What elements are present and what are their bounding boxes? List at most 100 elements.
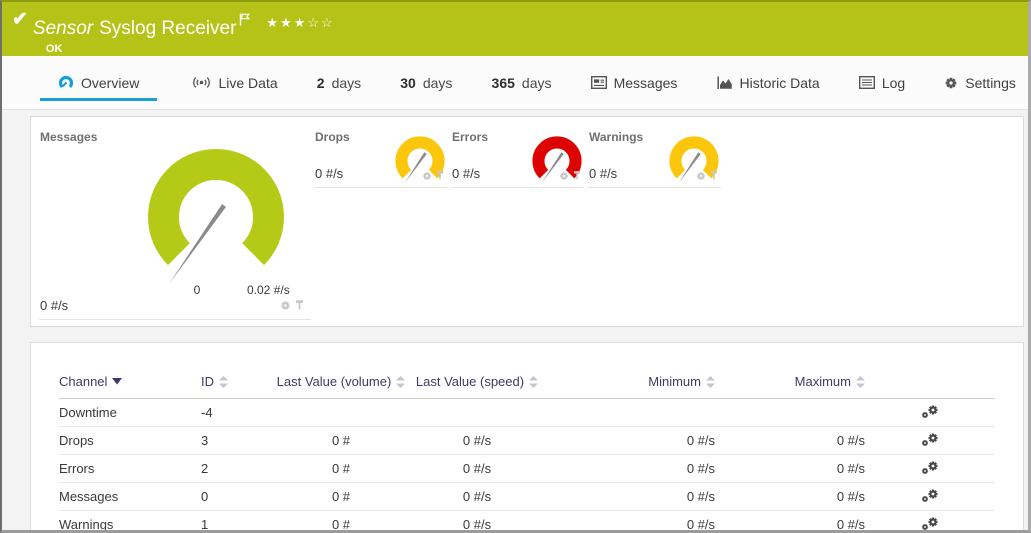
channel-name: Messages xyxy=(59,489,119,504)
table-row-drops[interactable]: Drops 3 0 # 0 #/s 0 #/s 0 #/s xyxy=(59,427,995,455)
channel-settings-gears-icon[interactable] xyxy=(921,403,939,422)
gauge-scale-max: 0.02 #/s xyxy=(247,283,290,297)
channel-settings-gears-icon[interactable] xyxy=(921,431,939,450)
tab-historic-data[interactable]: Historic Data xyxy=(713,56,824,109)
last-value-speed: 0 #/s xyxy=(462,433,492,448)
tab-messages[interactable]: Messages xyxy=(587,56,682,109)
column-header-last-value-volume[interactable]: Last Value (volume) xyxy=(277,374,406,389)
maximum-value: 0 #/s xyxy=(836,461,865,476)
tab-label: Live Data xyxy=(218,74,278,91)
flag-icon[interactable] xyxy=(239,10,251,31)
tab-day-count: 2 xyxy=(316,74,325,91)
gauge-needle xyxy=(404,152,427,184)
tab-settings[interactable]: Settings xyxy=(940,56,1020,109)
table-row-messages[interactable]: Messages 0 0 # 0 #/s 0 #/s 0 #/s xyxy=(59,483,995,511)
maximum-value: 0 #/s xyxy=(836,489,865,504)
column-header-channel[interactable]: Channel xyxy=(59,374,123,389)
tab-label: Settings xyxy=(965,74,1016,91)
gauge-settings-gear-icon[interactable] xyxy=(696,168,706,186)
channel-id: 2 xyxy=(201,461,209,476)
table-row-errors[interactable]: Errors 2 0 # 0 #/s 0 #/s 0 #/s xyxy=(59,455,995,483)
sort-icon xyxy=(529,375,539,388)
gauge-settings-gear-icon[interactable] xyxy=(422,168,432,186)
drops-gauge-chart xyxy=(395,136,445,184)
gauge-settings-gear-icon[interactable] xyxy=(559,168,569,186)
tab-day-count: 365 xyxy=(491,74,515,91)
priority-stars[interactable]: ★★★☆☆ xyxy=(266,15,335,30)
sort-icon xyxy=(856,375,865,388)
channel-name: Warnings xyxy=(59,517,114,532)
channel-name: Drops xyxy=(59,433,94,448)
gauge-label: Drops xyxy=(315,130,350,144)
gauge-value: 0 #/s xyxy=(40,298,69,313)
gauge-warnings: Warnings 0 #/s xyxy=(588,125,721,188)
column-header-last-value-speed[interactable]: Last Value (speed) xyxy=(416,374,539,389)
minimum-value: 0 #/s xyxy=(686,461,715,476)
channel-name: Downtime xyxy=(59,405,117,420)
gauge-value: 0 #/s xyxy=(589,166,618,181)
gauge-label: Messages xyxy=(40,130,98,144)
tab-365-days[interactable]: 365 days xyxy=(488,56,556,109)
sensor-title-line: Sensor Syslog Receiver ★★★☆☆ xyxy=(33,9,335,40)
sort-icon xyxy=(219,375,228,388)
gauge-label: Errors xyxy=(452,130,489,144)
tab-overview[interactable]: Overview xyxy=(40,56,158,109)
gauge-label: Warnings xyxy=(589,130,644,144)
tab-day-count: 30 xyxy=(400,74,416,91)
channel-id: -4 xyxy=(201,405,213,420)
broadcast-icon xyxy=(192,75,211,90)
tab-label: Log xyxy=(881,74,906,91)
channel-settings-gears-icon[interactable] xyxy=(921,515,939,530)
tab-label: days xyxy=(422,74,453,91)
tab-label: Messages xyxy=(613,74,678,91)
last-value-speed: 0 #/s xyxy=(462,489,492,504)
tab-live-data[interactable]: Live Data xyxy=(188,56,281,109)
maximum-value: 0 #/s xyxy=(836,433,865,448)
gauge-errors: Errors 0 #/s xyxy=(451,125,584,188)
errors-gauge-chart xyxy=(532,136,582,184)
page-title: Syslog Receiver xyxy=(99,18,237,39)
tab-label: days xyxy=(521,74,552,91)
gauge-value: 0 #/s xyxy=(452,166,481,181)
gauge-icon xyxy=(58,75,74,91)
status-ok-check-icon: ✔ xyxy=(12,9,28,30)
channel-settings-gears-icon[interactable] xyxy=(921,459,939,478)
column-header-id[interactable]: ID xyxy=(201,374,228,389)
gauge-needle xyxy=(678,152,701,184)
channel-settings-gears-icon[interactable] xyxy=(921,487,939,506)
last-value-volume: 0 # xyxy=(331,517,351,532)
tab-label: Historic Data xyxy=(739,74,820,91)
sort-desc-icon xyxy=(112,378,123,385)
last-value-volume: 0 # xyxy=(331,461,351,476)
minimum-value: 0 #/s xyxy=(686,433,715,448)
last-value-speed: 0 #/s xyxy=(462,461,492,476)
tab-label: Overview xyxy=(81,74,140,91)
gauge-value: 0 #/s xyxy=(315,166,344,181)
gauge-pin-icon[interactable] xyxy=(294,298,305,316)
gauge-pin-icon[interactable] xyxy=(435,168,445,186)
tab-2-days[interactable]: 2 days xyxy=(313,56,365,109)
channel-id: 0 xyxy=(201,489,209,504)
tab-log[interactable]: Log xyxy=(855,56,909,109)
gauge-settings-gear-icon[interactable] xyxy=(280,298,291,316)
channels-table: Channel ID Last Value (volume) Last Valu… xyxy=(30,342,1024,532)
object-type-label: Sensor xyxy=(32,18,94,39)
tab-label: days xyxy=(331,74,362,91)
gauge-drops: Drops 0 #/s xyxy=(314,125,447,188)
gauge-pin-icon[interactable] xyxy=(572,168,582,186)
tab-30-days[interactable]: 30 days xyxy=(396,56,456,109)
minimum-value: 0 #/s xyxy=(686,517,715,532)
channel-id: 3 xyxy=(201,433,209,448)
table-row-warnings[interactable]: Warnings 1 0 # 0 #/s 0 #/s 0 #/s xyxy=(59,511,995,532)
column-header-minimum[interactable]: Minimum xyxy=(648,374,715,389)
gauge-scale-min: 0 xyxy=(193,283,201,297)
gauge-pin-icon[interactable] xyxy=(709,168,719,186)
gauge-needle xyxy=(169,204,226,284)
gauges-panel: Messages 0 0.02 #/s 0 #/s Drops 0 #/s xyxy=(30,116,1024,327)
sort-icon xyxy=(396,375,406,388)
column-header-maximum[interactable]: Maximum xyxy=(795,374,865,389)
sensor-status-bar: ✔ Sensor Syslog Receiver ★★★☆☆ OK xyxy=(2,2,1028,56)
table-row-downtime[interactable]: Downtime -4 xyxy=(59,399,995,427)
gauge-needle xyxy=(541,152,564,184)
